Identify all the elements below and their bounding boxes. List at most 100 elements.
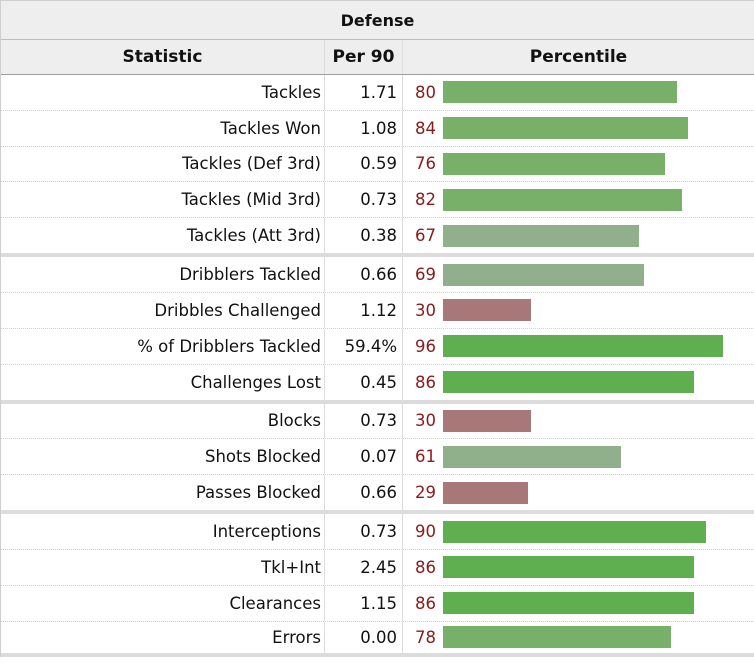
percentile-bar bbox=[443, 520, 706, 543]
stat-name: Errors bbox=[1, 621, 325, 654]
percentile-value: 67 bbox=[415, 226, 436, 246]
header-per90[interactable]: Per 90 bbox=[325, 40, 403, 74]
stat-name: Tkl+Int bbox=[1, 549, 325, 585]
percentile-bar-track bbox=[443, 188, 735, 211]
percentile-bar bbox=[443, 224, 639, 247]
per90-value: 0.45 bbox=[325, 364, 403, 400]
percentile-value: 96 bbox=[415, 336, 436, 356]
table-title: Defense bbox=[1, 0, 754, 40]
stat-name: Clearances bbox=[1, 585, 325, 621]
stat-name: Tackles Won bbox=[1, 110, 325, 146]
stat-name: Challenges Lost bbox=[1, 364, 325, 400]
percentile-value: 86 bbox=[415, 557, 436, 577]
percentile-value: 30 bbox=[415, 411, 436, 431]
percentile-cell: 30 bbox=[403, 293, 754, 328]
header-statistic[interactable]: Statistic bbox=[1, 40, 325, 74]
percentile-bar-track bbox=[443, 371, 735, 394]
percentile-bar-track bbox=[443, 626, 735, 649]
table-header: Statistic Per 90 Percentile bbox=[1, 40, 754, 75]
percentile-value: 76 bbox=[415, 154, 436, 174]
table-row: Tackles (Att 3rd) 0.38 67 bbox=[1, 218, 754, 258]
stat-name: Dribbles Challenged bbox=[1, 292, 325, 328]
percentile-bar-track bbox=[443, 81, 735, 104]
per90-value: 0.00 bbox=[325, 621, 403, 654]
percentile-bar-track bbox=[443, 117, 735, 140]
table-row: Challenges Lost 0.45 86 bbox=[1, 364, 754, 404]
percentile-bar-track bbox=[443, 263, 735, 286]
percentile-value: 30 bbox=[415, 300, 436, 320]
percentile-value: 86 bbox=[415, 593, 436, 613]
percentile-bar bbox=[443, 335, 724, 358]
percentile-cell: 86 bbox=[403, 550, 754, 585]
stat-name: Shots Blocked bbox=[1, 439, 325, 475]
percentile-bar bbox=[443, 152, 665, 175]
percentile-value: 29 bbox=[415, 483, 436, 503]
table-row: Tackles (Def 3rd) 0.59 76 bbox=[1, 146, 754, 183]
percentile-bar bbox=[443, 481, 528, 504]
header-percentile[interactable]: Percentile bbox=[529, 47, 628, 67]
percentile-cell: 67 bbox=[403, 218, 754, 253]
percentile-bar bbox=[443, 188, 683, 211]
table-row: Tackles 1.71 80 bbox=[1, 75, 754, 111]
per90-value: 0.73 bbox=[325, 182, 403, 218]
percentile-cell: 96 bbox=[403, 329, 754, 364]
percentile-value: 69 bbox=[415, 265, 436, 285]
percentile-bar bbox=[443, 626, 671, 649]
table-row: Tkl+Int 2.45 86 bbox=[1, 549, 754, 586]
stat-name: Tackles (Def 3rd) bbox=[1, 146, 325, 182]
per90-value: 1.12 bbox=[325, 292, 403, 328]
percentile-bar-track bbox=[443, 409, 735, 432]
per90-value: 2.45 bbox=[325, 549, 403, 585]
percentile-bar-track bbox=[443, 481, 735, 504]
percentile-value: 78 bbox=[415, 627, 436, 647]
table-row: Clearances 1.15 86 bbox=[1, 585, 754, 622]
per90-value: 0.66 bbox=[325, 475, 403, 511]
stat-name: Tackles (Mid 3rd) bbox=[1, 182, 325, 218]
percentile-bar bbox=[443, 263, 645, 286]
percentile-bar bbox=[443, 299, 531, 322]
table-row: Dribbles Challenged 1.12 30 bbox=[1, 292, 754, 329]
stat-name: Interceptions bbox=[1, 514, 325, 549]
table-body: Tackles 1.71 80 Tackles Won 1.08 84 Tackles (D… bbox=[1, 75, 754, 658]
percentile-bar bbox=[443, 371, 695, 394]
per90-value: 0.38 bbox=[325, 218, 403, 254]
per90-value: 1.71 bbox=[325, 75, 403, 110]
percentile-bar-track bbox=[443, 556, 735, 579]
per90-value: 0.66 bbox=[325, 257, 403, 292]
percentile-value: 86 bbox=[415, 372, 436, 392]
stat-name: Dribblers Tackled bbox=[1, 257, 325, 292]
percentile-cell: 86 bbox=[403, 365, 754, 400]
per90-value: 1.15 bbox=[325, 585, 403, 621]
percentile-bar-track bbox=[443, 335, 735, 358]
table-row: % of Dribblers Tackled 59.4% 96 bbox=[1, 328, 754, 365]
percentile-value: 61 bbox=[415, 447, 436, 467]
table-row: Interceptions 0.73 90 bbox=[1, 514, 754, 550]
percentile-cell: 69 bbox=[403, 257, 754, 292]
percentile-bar bbox=[443, 117, 689, 140]
percentile-value: 82 bbox=[415, 190, 436, 210]
percentile-cell: 90 bbox=[403, 514, 754, 549]
percentile-bar bbox=[443, 81, 677, 104]
per90-value: 0.73 bbox=[325, 514, 403, 549]
percentile-cell: 30 bbox=[403, 404, 754, 439]
stat-name: Passes Blocked bbox=[1, 475, 325, 511]
stat-name: Tackles (Att 3rd) bbox=[1, 218, 325, 254]
table-row: Passes Blocked 0.66 29 bbox=[1, 475, 754, 515]
percentile-cell: 86 bbox=[403, 586, 754, 621]
percentile-bar-track bbox=[443, 224, 735, 247]
percentile-bar bbox=[443, 556, 695, 579]
percentile-cell: 80 bbox=[403, 75, 754, 110]
table-row: Errors 0.00 78 bbox=[1, 621, 754, 658]
percentile-cell: 82 bbox=[403, 182, 754, 217]
table-row: Tackles (Mid 3rd) 0.73 82 bbox=[1, 182, 754, 219]
table-row: Shots Blocked 0.07 61 bbox=[1, 439, 754, 476]
per90-value: 0.73 bbox=[325, 403, 403, 439]
percentile-cell: 78 bbox=[403, 622, 754, 654]
table-row: Dribblers Tackled 0.66 69 bbox=[1, 257, 754, 293]
percentile-bar bbox=[443, 409, 531, 432]
percentile-bar-track bbox=[443, 592, 735, 615]
percentile-cell: 29 bbox=[403, 475, 754, 510]
per90-value: 1.08 bbox=[325, 110, 403, 146]
percentile-cell: 76 bbox=[403, 147, 754, 182]
